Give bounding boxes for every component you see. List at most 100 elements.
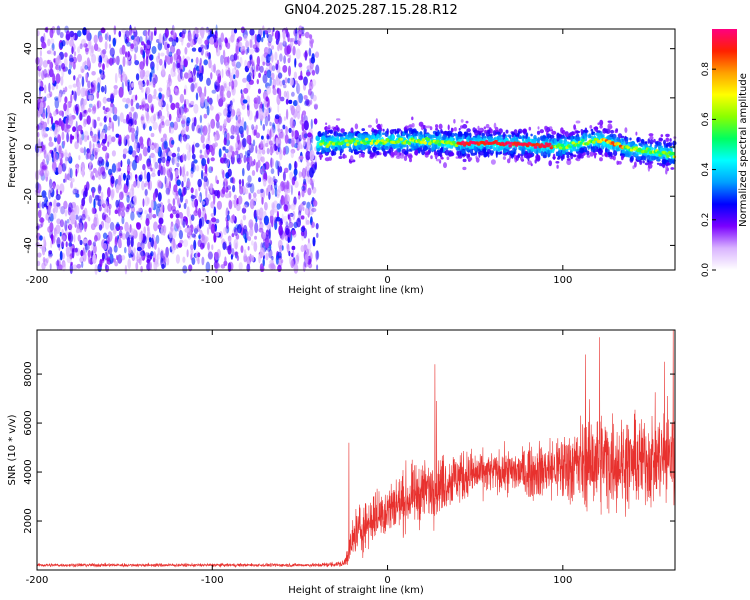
spectrogram-cell [247, 46, 250, 54]
spectrogram-cell [275, 63, 279, 71]
spectrogram-cell [450, 152, 455, 157]
spectrogram-cell [566, 155, 570, 159]
colorbar-tick-label: 0.6 [701, 112, 711, 127]
spectrogram-cell [81, 213, 86, 221]
spectrogram-cell [114, 235, 118, 246]
spectrogram-cell [257, 88, 262, 94]
spectrogram-cell [83, 146, 87, 156]
spectrogram-cell [183, 164, 186, 175]
spectrogram-cell [215, 113, 220, 122]
spectrogram-cell [152, 121, 158, 131]
spectrogram-cell [90, 84, 95, 94]
spectrogram-cell [42, 256, 46, 263]
spectrogram-cell [539, 129, 544, 134]
spectrogram-cell [260, 140, 264, 149]
spectrogram-cell [42, 121, 48, 129]
spectrogram-cell [170, 226, 173, 231]
spectrogram-cell [182, 265, 188, 274]
spectrogram-cell [81, 166, 85, 178]
spectrogram-cell [38, 224, 42, 229]
spectrogram-cell [79, 222, 83, 233]
spectrogram-cell [193, 226, 198, 235]
spectrogram-cell [528, 126, 532, 131]
spectrogram-cell [233, 194, 237, 200]
spectrogram-cell [435, 127, 439, 131]
spectrogram-cell [172, 227, 177, 239]
spectrogram-cell [227, 262, 232, 273]
spectrogram-cell [182, 256, 186, 263]
spectrogram-cell [647, 138, 651, 144]
spectrogram-cell [51, 124, 56, 131]
spectrogram-cell [52, 73, 56, 84]
spectrogram-cell [590, 147, 595, 153]
spectrogram-cell [80, 38, 87, 48]
spectrogram-cell [39, 235, 43, 241]
spectrogram-cell [276, 189, 281, 197]
spectrogram-cell [72, 189, 75, 196]
spectrogram-cell [40, 96, 43, 102]
spectrogram-cell [168, 172, 174, 182]
spectrogram-cell [313, 200, 318, 207]
spectrogram-cell [147, 225, 150, 232]
spectrogram-cell [197, 86, 203, 94]
spectrogram-cell [58, 64, 62, 72]
spectrogram-cell [169, 44, 176, 54]
spectrogram-cell [277, 264, 282, 272]
spectrogram-cell [70, 213, 76, 225]
spectrogram-cell [288, 65, 291, 77]
spectrogram-cell [502, 148, 507, 154]
spectrogram-cell [308, 88, 312, 96]
spectrogram-cell [232, 98, 235, 103]
spectrogram-cell [148, 207, 152, 213]
spectrogram-core-cell [353, 142, 358, 146]
spectrogram-cell [256, 209, 261, 216]
spectrogram-cell [309, 34, 313, 40]
spectrogram-cell [146, 112, 150, 122]
spectrogram-cell [50, 240, 53, 249]
spectrogram-cell [190, 187, 194, 194]
spectrogram-cell [190, 82, 195, 93]
spectrogram-cell [151, 54, 154, 61]
spectrogram-cell [275, 137, 279, 147]
spectrogram-cell [233, 126, 239, 136]
spectrogram-cell [47, 109, 51, 119]
spectrogram-cell [242, 99, 248, 104]
spectrogram-cell [304, 207, 309, 216]
spectrogram-cell [59, 31, 64, 39]
spectrogram-cell [178, 188, 182, 196]
spectrogram-cell [105, 159, 109, 171]
spectrogram-cell [265, 252, 269, 261]
spectrogram-cell [123, 134, 126, 146]
spectrogram-cell [100, 166, 106, 175]
spectrogram-cell [658, 138, 664, 141]
spectrogram-cell [61, 235, 66, 242]
spectrogram-cell [166, 89, 170, 97]
spectrogram-cell [146, 79, 149, 87]
spectrogram-cell [86, 148, 92, 160]
spectrogram-cell [165, 187, 170, 196]
spectrogram-cell [61, 261, 66, 272]
spectrogram-cell [56, 202, 61, 207]
spectrogram-cell [168, 37, 174, 42]
spectrogram-cell [130, 246, 134, 255]
spectrogram-cell [70, 177, 75, 183]
spectrogram-cell [121, 233, 127, 240]
spectrogram-cell [119, 112, 124, 123]
spectrogram-cell [313, 103, 319, 108]
spectrogram-cell [51, 184, 56, 190]
spectrogram-cell [229, 177, 234, 184]
spectrogram-cell [183, 72, 189, 79]
spectrogram-cell [397, 152, 400, 158]
spectrogram-cell [225, 69, 231, 77]
spectrogram-cell [231, 67, 237, 74]
spectrogram-cell [646, 154, 651, 160]
spectrogram-cell [162, 163, 165, 175]
spectrogram-cell [195, 33, 199, 38]
spectrogram-cell [68, 113, 73, 122]
spectrogram-cell [665, 165, 669, 170]
spectrogram-cell [439, 147, 444, 153]
spectrogram-cell [464, 133, 470, 136]
spectrogram-cell [222, 146, 226, 151]
spectrogram-cell [304, 253, 309, 264]
spectrogram-cell [208, 124, 211, 134]
